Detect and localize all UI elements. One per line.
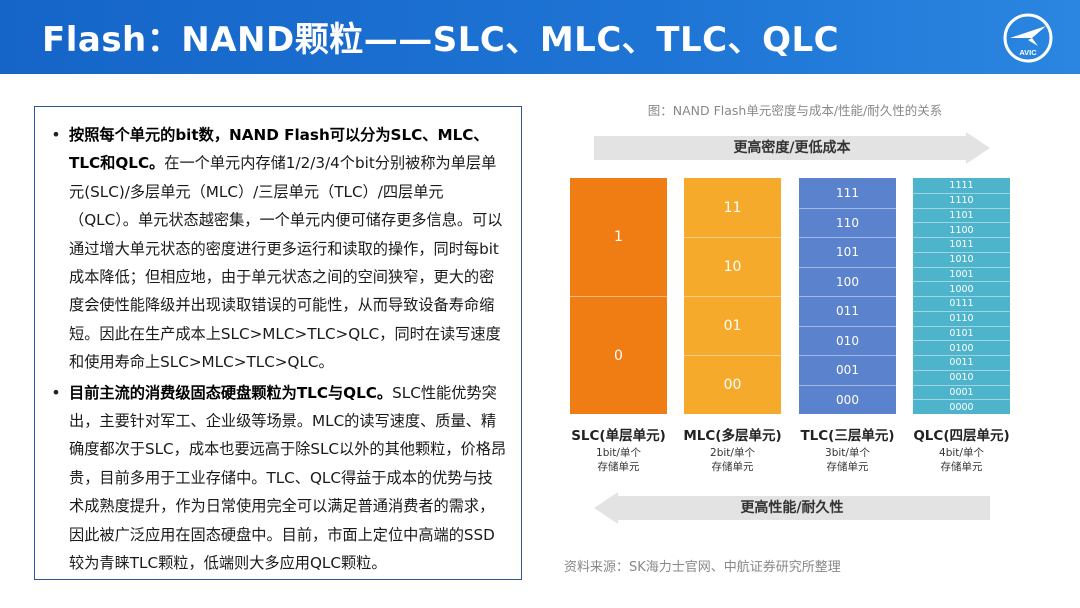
bit-cell: 1100 (913, 222, 1010, 237)
slide-title: Flash：NAND颗粒——SLC、MLC、TLC、QLC (42, 20, 840, 60)
bit-cell: 110 (799, 207, 896, 237)
column-sublabel: 存储单元 (940, 461, 983, 473)
avic-logo: AVIC (1003, 13, 1053, 63)
bit-cell: 01 (684, 296, 781, 355)
bit-cell: 0111 (913, 296, 1010, 311)
column-sublabel: 4bit/单个 (939, 447, 984, 459)
bit-cell: 111 (799, 178, 896, 208)
bit-cell: 1001 (913, 266, 1010, 282)
bit-cell: 10 (684, 237, 781, 296)
column-sublabel: 1bit/单个 (596, 447, 641, 459)
column-label: SLC(单层单元) (571, 428, 666, 444)
bit-cell: 1101 (913, 207, 1010, 223)
bit-cell: 1010 (913, 251, 1010, 267)
bullet-bold-text: 按照每个单元的bit数，NAND Flash可以分为SLC、MLC、TLC和QL… (69, 126, 489, 173)
column-sublabel: 存储单元 (826, 461, 869, 473)
column-label: TLC(三层单元) (800, 428, 895, 444)
bullet-item: • 按照每个单元的bit数，NAND Flash可以分为SLC、MLC、TLC和… (43, 121, 507, 377)
top-arrow: 更高密度/更低成本 (594, 132, 990, 164)
bullet-dot: • (51, 125, 61, 144)
slide-header: Flash：NAND颗粒——SLC、MLC、TLC、QLC AVIC (0, 0, 1080, 74)
bit-cell: 0011 (913, 355, 1010, 370)
bit-cell: 1000 (913, 281, 1010, 296)
figure-caption: 图：NAND Flash单元密度与成本/性能/耐久性的关系 (647, 103, 943, 118)
bullet-body-text: SLC性能优势突出，主要针对军工、企业级等场景。MLC的读写速度、质量、精确度都… (69, 383, 507, 573)
bullet-body-text: 在一个单元内存储1/2/3/4个bit分别被称为单层单元(SLC)/多层单元（M… (69, 154, 503, 372)
bit-cell: 0101 (913, 325, 1010, 341)
bottom-arrow-label: 更高性能/耐久性 (740, 500, 844, 516)
bullet-bold-text: 目前主流的消费级固态硬盘颗粒为TLC与QLC。 (69, 383, 393, 402)
bullet-item: • 目前主流的消费级固态硬盘颗粒为TLC与QLC。SLC性能优势突出，主要针对军… (43, 379, 507, 578)
column-sublabel: 存储单元 (711, 461, 754, 473)
bullet-dot: • (51, 382, 61, 402)
bit-cell: 0000 (913, 399, 1010, 414)
column-sublabel: 2bit/单个 (710, 447, 755, 459)
column-label: QLC(四层单元) (913, 428, 1010, 444)
column-label: MLC(多层单元) (683, 428, 782, 444)
source-note: 资料来源：SK海力士官网、中航证券研究所整理 (564, 560, 841, 575)
bit-cell: 101 (799, 237, 896, 267)
bit-cell: 11 (684, 178, 781, 237)
text-panel: • 按照每个单元的bit数，NAND Flash可以分为SLC、MLC、TLC和… (34, 106, 522, 580)
bit-cell: 0100 (913, 340, 1010, 355)
right-arrow-icon (594, 132, 990, 164)
bit-cell: 1 (570, 178, 667, 296)
bit-cell: 010 (799, 325, 896, 355)
top-arrow-label: 更高密度/更低成本 (733, 140, 851, 156)
left-arrow-icon (594, 492, 990, 524)
column-sublabel: 3bit/单个 (825, 447, 870, 459)
column-sublabel: 存储单元 (597, 461, 640, 473)
bit-cell: 0 (570, 296, 667, 414)
bit-cell: 100 (799, 266, 896, 296)
logo-text: AVIC (1019, 48, 1037, 57)
bit-cell: 0010 (913, 369, 1010, 385)
bit-cell: 000 (799, 384, 896, 414)
bit-cell: 0001 (913, 384, 1010, 400)
bit-cell: 011 (799, 296, 896, 326)
bit-cell: 001 (799, 355, 896, 385)
bit-cell: 1110 (913, 192, 1010, 208)
bit-cell: 00 (684, 355, 781, 414)
bit-cell: 0110 (913, 310, 1010, 326)
bit-cell: 1111 (913, 178, 1010, 193)
bit-cell: 1011 (913, 237, 1010, 252)
bottom-arrow: 更高性能/耐久性 (594, 492, 990, 524)
